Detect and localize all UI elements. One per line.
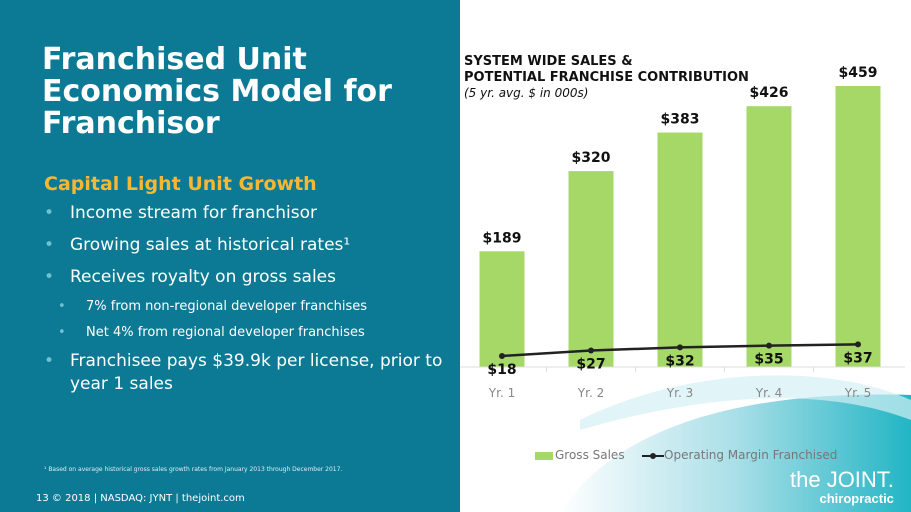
sub-bullet-item: Net 4% from regional developer franchise… bbox=[44, 324, 454, 342]
bullet-item: Receives royalty on gross sales bbox=[44, 266, 454, 289]
footnote: ¹ Based on average historical gross sale… bbox=[44, 466, 343, 473]
legend-label: Gross Sales bbox=[555, 448, 625, 462]
chart-panel: SYSTEM WIDE SALES & POTENTIAL FRANCHISE … bbox=[460, 0, 911, 512]
line-point bbox=[766, 342, 772, 349]
bullet-item: Income stream for franchisor bbox=[44, 202, 454, 225]
bar-data-label: $383 bbox=[661, 112, 700, 128]
line-point bbox=[499, 352, 505, 359]
bar-gross-sales bbox=[479, 251, 525, 367]
chart-title-line: POTENTIAL FRANCHISE CONTRIBUTION bbox=[464, 70, 749, 85]
bar-data-label: $459 bbox=[839, 65, 878, 81]
line-data-label: $35 bbox=[754, 352, 783, 368]
bullet-list: Income stream for franchisor Growing sal… bbox=[44, 202, 454, 405]
left-panel: Franchised Unit Economics Model for Fran… bbox=[0, 0, 460, 512]
bullet-item: Franchisee pays $39.9k per license, prio… bbox=[44, 350, 454, 396]
bullet-item: Growing sales at historical rates¹ bbox=[44, 234, 454, 257]
x-tick-label: Yr. 3 bbox=[666, 386, 693, 400]
legend-line-swatch bbox=[642, 452, 664, 459]
line-data-label: $32 bbox=[665, 353, 694, 369]
bar-gross-sales bbox=[835, 86, 881, 367]
bar-gross-sales bbox=[657, 132, 703, 367]
bar-data-label: $320 bbox=[572, 150, 611, 166]
sub-bullet-item: 7% from non-regional developer franchise… bbox=[44, 298, 454, 316]
logo-line: the JOINT. bbox=[790, 467, 894, 492]
page-title: Franchised Unit Economics Model for Fran… bbox=[42, 42, 392, 141]
footer: 13 © 2018 | NASDAQ: JYNT | thejoint.com bbox=[36, 493, 245, 504]
line-data-label: $18 bbox=[487, 362, 516, 378]
x-tick-label: Yr. 4 bbox=[755, 386, 782, 400]
legend-operating-margin: Operating Margin Franchised bbox=[642, 448, 837, 463]
legend-label: Operating Margin Franchised bbox=[664, 448, 838, 462]
chart-plot: $189 Yr. 1 $320 Yr. 2 $383 Yr. 3 $426 Yr. 4 $459… bbox=[460, 65, 905, 400]
bar-data-label: $189 bbox=[483, 230, 522, 246]
company-logo: the JOINT. chiropractic bbox=[790, 467, 894, 507]
logo-line: chiropractic bbox=[819, 491, 894, 506]
line-data-label: $27 bbox=[576, 356, 605, 372]
line-point bbox=[677, 344, 683, 351]
chart-subtitle: (5 yr. avg. $ in 000s) bbox=[464, 86, 589, 100]
chart-title-line: SYSTEM WIDE SALES & bbox=[464, 54, 633, 69]
bar-data-label: $426 bbox=[750, 85, 789, 101]
chart-title: SYSTEM WIDE SALES & POTENTIAL FRANCHISE … bbox=[464, 54, 749, 86]
line-point bbox=[588, 347, 594, 354]
legend-bar-swatch bbox=[535, 451, 553, 460]
decorative-swoosh bbox=[560, 375, 911, 512]
x-tick-label: Yr. 2 bbox=[577, 386, 604, 400]
x-tick-label: Yr. 5 bbox=[844, 386, 871, 400]
line-point bbox=[855, 341, 861, 348]
bar-gross-sales bbox=[746, 106, 792, 368]
bar-gross-sales bbox=[568, 171, 614, 367]
legend-gross-sales: Gross Sales bbox=[535, 448, 625, 463]
line-data-label: $37 bbox=[843, 350, 872, 366]
x-tick-label: Yr. 1 bbox=[488, 386, 515, 400]
section-subtitle: Capital Light Unit Growth bbox=[44, 173, 317, 195]
